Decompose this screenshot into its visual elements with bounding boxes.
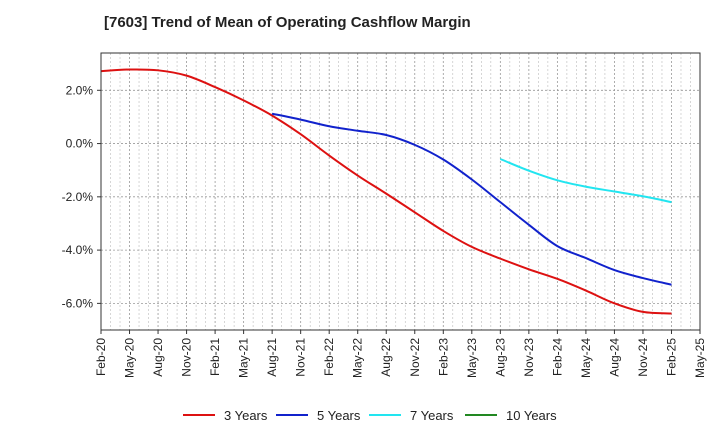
series-line-3-years xyxy=(100,68,672,315)
x-tick-label: Aug-20 xyxy=(151,338,165,377)
y-tick-label: 0.0% xyxy=(66,137,94,151)
x-tick-label: Aug-22 xyxy=(379,338,393,377)
legend-label-10-years: 10 Years xyxy=(506,408,557,423)
x-tick-label: Nov-20 xyxy=(180,338,194,377)
chart-title: [7603] Trend of Mean of Operating Cashfl… xyxy=(104,14,471,31)
x-tick-label: Feb-20 xyxy=(94,338,108,376)
x-tick-label: Feb-21 xyxy=(208,338,222,376)
x-tick-label: Nov-24 xyxy=(636,338,650,377)
y-tick-label: 2.0% xyxy=(66,83,94,97)
series-line-7-years xyxy=(499,158,672,204)
y-tick-label: -4.0% xyxy=(62,243,94,257)
x-tick-label: Feb-22 xyxy=(322,338,336,376)
x-tick-label: Aug-21 xyxy=(265,338,279,377)
x-tick-label: Nov-21 xyxy=(294,338,308,377)
y-tick-label: -6.0% xyxy=(62,296,94,310)
x-tick-label: May-25 xyxy=(693,338,707,378)
x-tick-label: Feb-24 xyxy=(550,338,564,376)
x-tick-label: Aug-24 xyxy=(607,338,621,377)
x-tick-label: May-24 xyxy=(579,338,593,378)
legend-label-5-years: 5 Years xyxy=(317,408,361,423)
x-tick-label: Nov-22 xyxy=(408,338,422,377)
x-tick-label: May-21 xyxy=(237,338,251,378)
x-tick-label: Feb-25 xyxy=(664,338,678,376)
x-tick-label: Feb-23 xyxy=(436,338,450,376)
legend-layer: 3 Years 5 Years 7 Years 10 Years xyxy=(183,408,557,423)
plot-frame xyxy=(100,52,701,331)
axis-layer: Feb-20 May-20 Aug-20 Nov-20 Feb-21 May-21 Aug-… xyxy=(62,52,707,378)
x-tick-label: May-23 xyxy=(465,338,479,378)
y-tick-label: -2.0% xyxy=(62,190,94,204)
series-line-5-years xyxy=(271,112,672,286)
x-tick-label: May-22 xyxy=(351,338,365,378)
x-tick-label: Nov-23 xyxy=(522,338,536,377)
series-layer xyxy=(100,68,672,315)
legend-label-3-years: 3 Years xyxy=(224,408,268,423)
x-tick-label: Aug-23 xyxy=(493,338,507,377)
legend-label-7-years: 7 Years xyxy=(410,408,454,423)
x-tick-label: May-20 xyxy=(123,338,137,378)
